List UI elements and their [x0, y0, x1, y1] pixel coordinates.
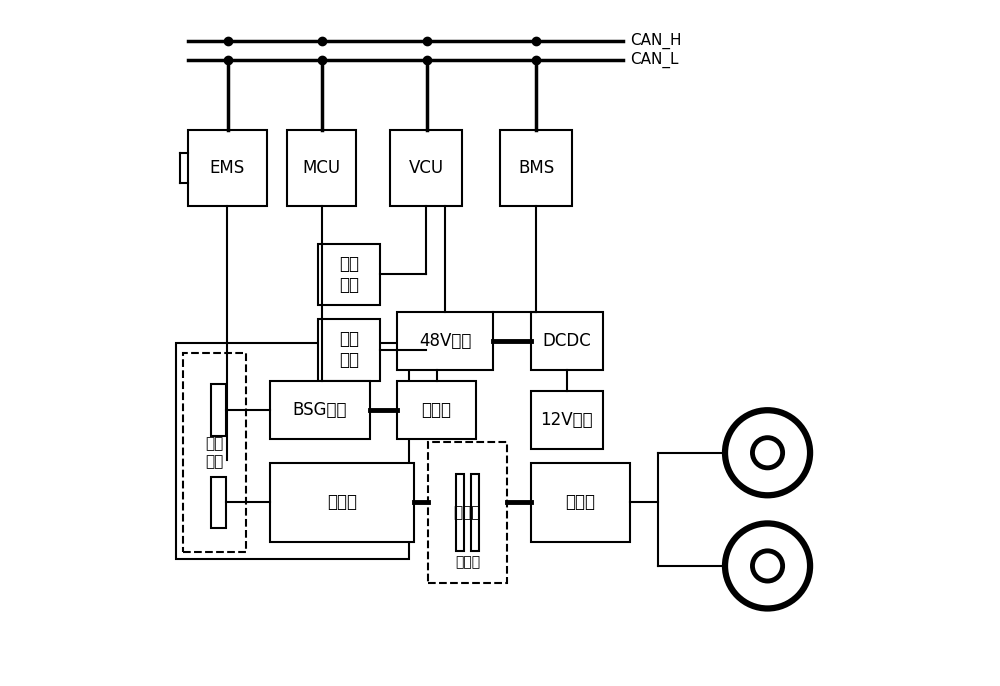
- Bar: [428, 442, 507, 583]
- Bar: [318, 244, 380, 305]
- Bar: [390, 130, 462, 206]
- Text: EMS: EMS: [210, 159, 245, 177]
- Bar: [397, 312, 493, 370]
- Text: 变速箱: 变速箱: [566, 493, 596, 512]
- Text: 油门
踏板: 油门 踏板: [339, 255, 359, 294]
- Bar: [471, 474, 479, 552]
- Text: VCU: VCU: [409, 159, 444, 177]
- Bar: [188, 130, 267, 206]
- Text: BMS: BMS: [518, 159, 554, 177]
- Text: 发动机: 发动机: [327, 493, 357, 512]
- Text: 逆变器: 逆变器: [422, 401, 452, 419]
- Circle shape: [725, 523, 810, 608]
- Text: 皮带
传动: 皮带 传动: [205, 436, 224, 469]
- Text: 48V电池: 48V电池: [419, 332, 471, 351]
- Text: 离合器: 离合器: [455, 556, 480, 569]
- Bar: [500, 130, 572, 206]
- Bar: [287, 130, 356, 206]
- Text: CAN_H: CAN_H: [630, 33, 682, 49]
- Bar: [183, 353, 246, 552]
- Circle shape: [725, 410, 810, 495]
- Circle shape: [752, 551, 783, 581]
- Bar: [211, 477, 226, 528]
- Bar: [211, 384, 226, 436]
- Text: 12V电池: 12V电池: [541, 411, 593, 429]
- Text: 制动
踏板: 制动 踏板: [339, 331, 359, 369]
- Bar: [397, 381, 476, 439]
- Bar: [176, 343, 409, 559]
- Bar: [531, 463, 630, 542]
- Bar: [318, 319, 380, 381]
- Bar: [531, 312, 603, 370]
- Bar: [270, 463, 414, 542]
- Text: CAN_L: CAN_L: [630, 52, 679, 69]
- Text: DCDC: DCDC: [543, 332, 591, 351]
- Circle shape: [752, 438, 783, 468]
- Text: MCU: MCU: [303, 159, 341, 177]
- Bar: [456, 474, 464, 552]
- Text: BSG电机: BSG电机: [293, 401, 347, 419]
- Bar: [531, 391, 603, 449]
- Bar: [270, 381, 370, 439]
- Text: 离合器: 离合器: [454, 506, 481, 520]
